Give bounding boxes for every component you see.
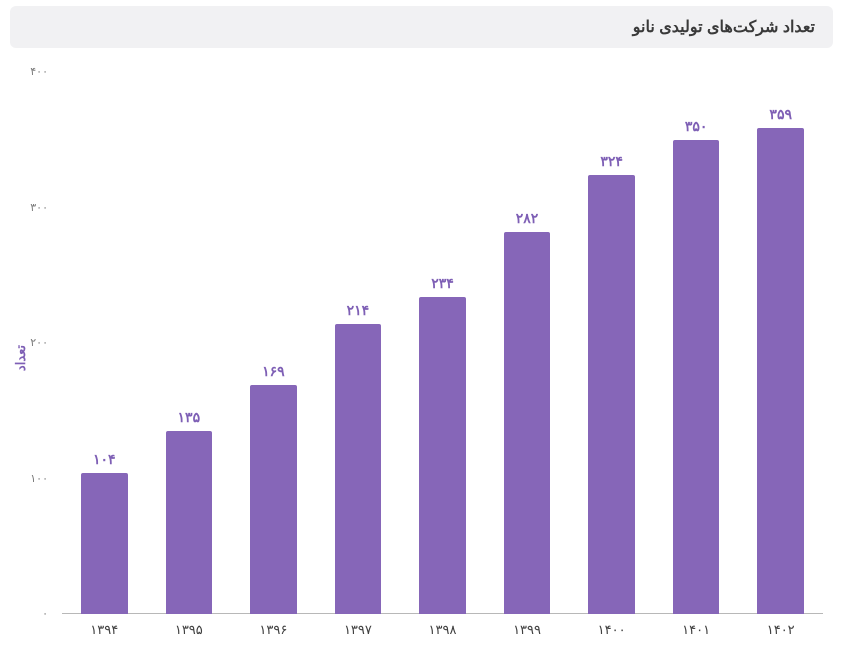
- bar-group: ۳۵۰۱۴۰۱: [654, 72, 739, 614]
- bar-group: ۱۰۴۱۳۹۴: [62, 72, 147, 614]
- x-tick-label: ۱۳۹۵: [147, 622, 232, 638]
- bar-group: ۲۸۲۱۳۹۹: [485, 72, 570, 614]
- bar-group: ۳۲۴۱۴۰۰: [569, 72, 654, 614]
- chart-title: تعداد شرکت‌های تولیدی نانو: [633, 17, 815, 37]
- plot-area: ۱۰۴۱۳۹۴۱۳۵۱۳۹۵۱۶۹۱۳۹۶۲۱۴۱۳۹۷۲۳۴۱۳۹۸۲۸۲۱۳…: [62, 72, 823, 614]
- bars-group: ۱۰۴۱۳۹۴۱۳۵۱۳۹۵۱۶۹۱۳۹۶۲۱۴۱۳۹۷۲۳۴۱۳۹۸۲۸۲۱۳…: [62, 72, 823, 614]
- y-axis-label: تعداد: [13, 345, 29, 371]
- bar-value-label: ۳۵۹: [757, 106, 804, 123]
- x-tick-label: ۱۴۰۰: [569, 622, 654, 638]
- bar-value-label: ۱۶۹: [250, 363, 297, 380]
- x-tick-label: ۱۴۰۲: [738, 622, 823, 638]
- y-tick-label: ۴۰۰: [30, 65, 48, 78]
- bar-value-label: ۲۸۲: [504, 210, 551, 227]
- x-tick-label: ۱۳۹۷: [316, 622, 401, 638]
- y-tick-label: ۲۰۰: [30, 336, 48, 349]
- bar: ۲۸۲: [504, 232, 551, 614]
- bar-group: ۱۶۹۱۳۹۶: [231, 72, 316, 614]
- bar: ۲۱۴: [335, 324, 382, 614]
- bar: ۳۵۰: [673, 140, 720, 614]
- bar-value-label: ۲۱۴: [335, 302, 382, 319]
- bar: ۲۳۴: [419, 297, 466, 614]
- bar: ۱۳۵: [166, 431, 213, 614]
- bar: ۳۵۹: [757, 128, 804, 614]
- bar: ۱۶۹: [250, 385, 297, 614]
- bar-group: ۲۱۴۱۳۹۷: [316, 72, 401, 614]
- y-tick-label: ۰: [42, 607, 48, 620]
- bar-value-label: ۱۰۴: [81, 451, 128, 468]
- bar-value-label: ۳۵۰: [673, 118, 720, 135]
- bar: ۱۰۴: [81, 473, 128, 614]
- y-tick-label: ۱۰۰: [30, 472, 48, 485]
- bar-value-label: ۳۲۴: [588, 153, 635, 170]
- bar-group: ۳۵۹۱۴۰۲: [738, 72, 823, 614]
- x-tick-label: ۱۳۹۶: [231, 622, 316, 638]
- title-bar: تعداد شرکت‌های تولیدی نانو: [10, 6, 833, 48]
- x-tick-label: ۱۳۹۹: [485, 622, 570, 638]
- chart-area: تعداد ۱۰۴۱۳۹۴۱۳۵۱۳۹۵۱۶۹۱۳۹۶۲۱۴۱۳۹۷۲۳۴۱۳۹…: [0, 62, 843, 654]
- x-tick-label: ۱۳۹۴: [62, 622, 147, 638]
- x-tick-label: ۱۳۹۸: [400, 622, 485, 638]
- bar-value-label: ۱۳۵: [166, 409, 213, 426]
- bar-group: ۲۳۴۱۳۹۸: [400, 72, 485, 614]
- bar-group: ۱۳۵۱۳۹۵: [147, 72, 232, 614]
- x-tick-label: ۱۴۰۱: [654, 622, 739, 638]
- y-tick-label: ۳۰۰: [30, 201, 48, 214]
- bar: ۳۲۴: [588, 175, 635, 614]
- bar-value-label: ۲۳۴: [419, 275, 466, 292]
- chart-container: تعداد شرکت‌های تولیدی نانو تعداد ۱۰۴۱۳۹۴…: [0, 0, 843, 654]
